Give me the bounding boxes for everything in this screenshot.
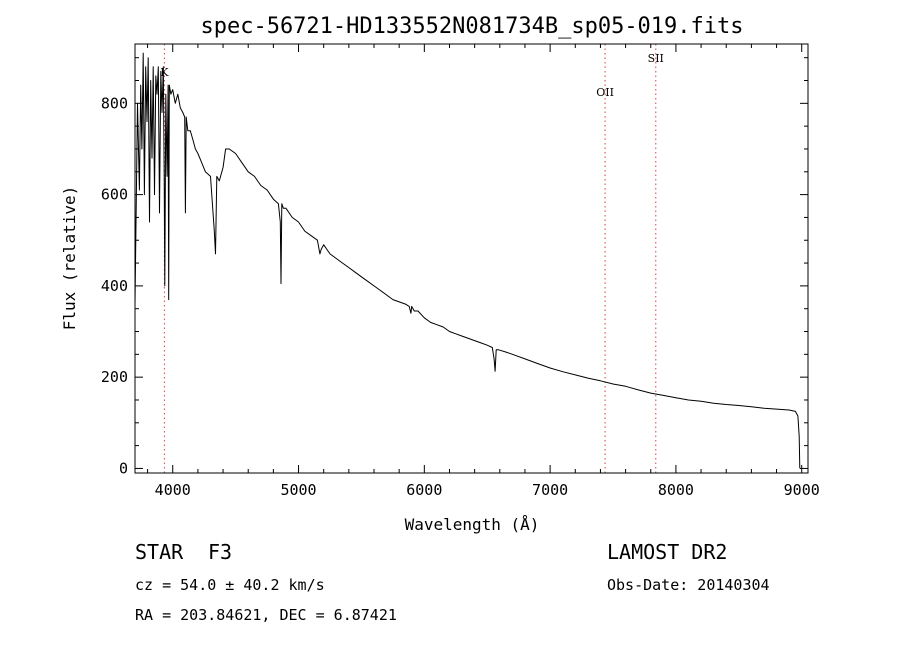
y-tick-label: 600 — [101, 186, 128, 204]
x-tick-label: 4000 — [155, 481, 191, 499]
plot-frame — [134, 43, 809, 474]
y-axis: 0 200 400 600 800 — [101, 57, 808, 477]
x-tick-label: 7000 — [532, 481, 568, 499]
x-tick-label: 6000 — [406, 481, 442, 499]
y-tick-label: 800 — [101, 94, 128, 112]
y-tick-label: 0 — [119, 459, 128, 477]
spectrum-line-0 — [134, 52, 801, 469]
line-label-sii: SII — [648, 52, 664, 65]
line-label-k: K — [160, 66, 169, 79]
x-tick-label: 5000 — [280, 481, 316, 499]
y-tick-label: 400 — [101, 277, 128, 295]
object-subclass: F3 — [208, 540, 232, 564]
x-tick-label: 9000 — [784, 481, 820, 499]
y-tick-label: 200 — [101, 368, 128, 386]
object-class: STAR — [135, 540, 184, 564]
x-axis-label: Wavelength (Å) — [405, 515, 540, 534]
line-label-oii: OII — [596, 86, 614, 99]
spectrum-layer — [134, 52, 801, 469]
survey-release: LAMOST DR2 — [607, 540, 727, 564]
chart-title: spec-56721-HD133552N081734B_sp05-019.fit… — [200, 14, 743, 39]
annotation-layer: K OII SII — [160, 44, 664, 473]
redshift-velocity: cz = 54.0 ± 40.2 km/s — [135, 576, 325, 594]
x-axis: 4000 5000 6000 7000 8000 9000 — [147, 44, 820, 499]
y-axis-label: Flux (relative) — [60, 186, 79, 331]
coordinates: RA = 203.84621, DEC = 6.87421 — [135, 606, 397, 624]
observation-date: Obs-Date: 20140304 — [607, 576, 770, 594]
x-tick-label: 8000 — [658, 481, 694, 499]
